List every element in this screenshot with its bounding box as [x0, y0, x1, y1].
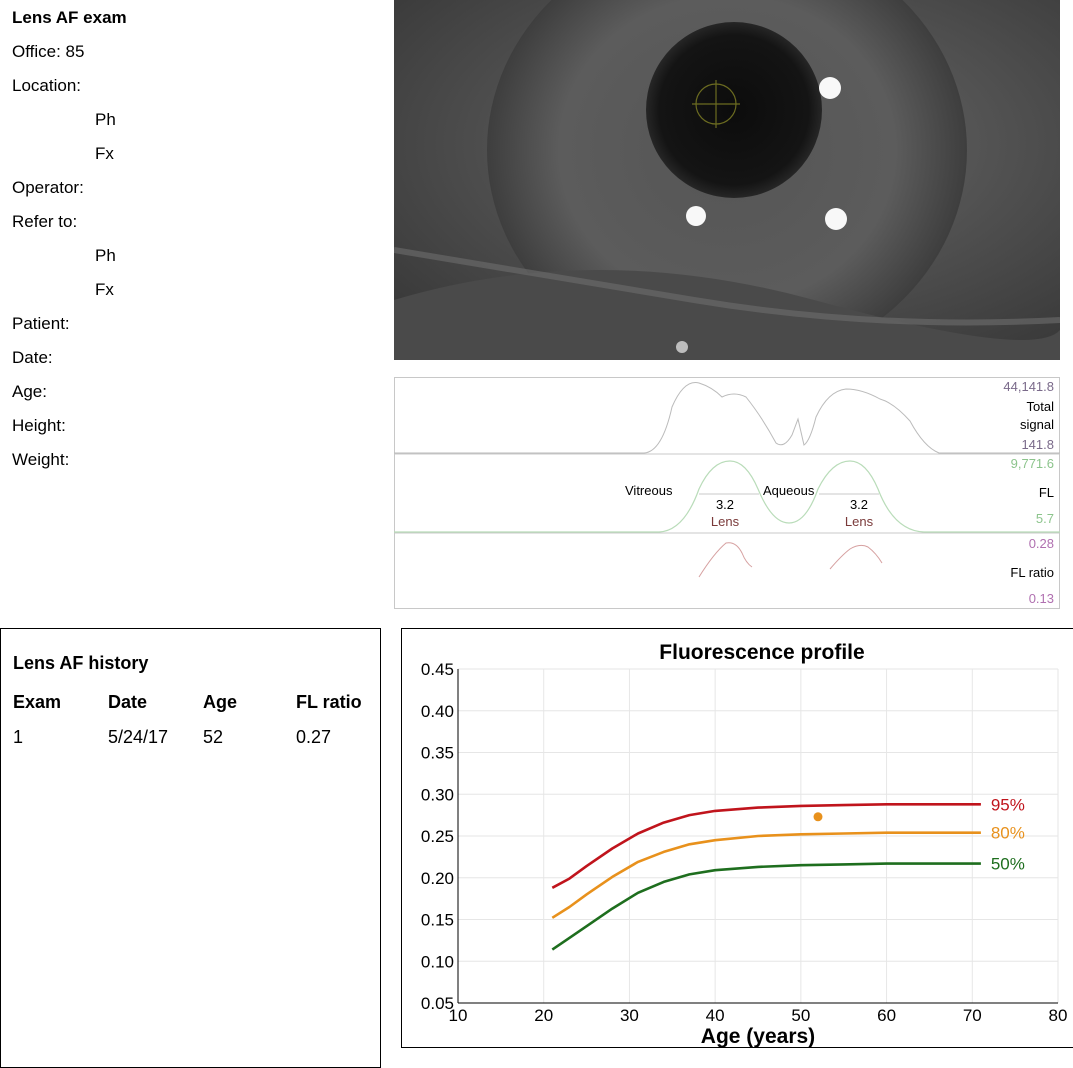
aqueous-label: Aqueous — [763, 483, 815, 498]
y-tick-label: 0.40 — [421, 702, 454, 721]
weight-label: Weight: — [12, 450, 70, 469]
fl-ratio-trace-left — [698, 542, 753, 578]
x-tick-label: 10 — [449, 1006, 468, 1025]
y-tick-label: 0.15 — [421, 911, 454, 930]
total-label-line2: signal — [1020, 417, 1054, 432]
history-cell-fl-ratio: 0.27 — [296, 727, 332, 747]
reflection-spot — [825, 208, 847, 230]
fluorescence-profile-chart: 0.05 0.10 0.15 0.20 0.25 0.30 0.35 0.40 0.45 10 20… — [421, 641, 1068, 1048]
fl-trace — [394, 460, 1060, 533]
series-line-80pct — [551, 831, 981, 919]
x-axis-label: Age (years) — [701, 1025, 815, 1048]
chart-title: Fluorescence profile — [659, 641, 864, 664]
total-signal-trace — [394, 382, 1060, 454]
x-tick-label: 20 — [534, 1006, 553, 1025]
x-tick-label: 40 — [706, 1006, 725, 1025]
series-label-50pct: 50% — [991, 855, 1025, 874]
history-col-age: Age — [203, 692, 238, 712]
x-tick-label: 80 — [1049, 1006, 1068, 1025]
history-col-date: Date — [108, 692, 148, 712]
history-col-exam: Exam — [13, 692, 62, 712]
refer-to-label: Refer to: — [12, 212, 78, 231]
height-label: Height: — [12, 416, 66, 435]
total-label-line1: Total — [1027, 399, 1055, 414]
lens-label-right: Lens — [845, 514, 874, 529]
total-max-value: 44,141.8 — [1003, 379, 1054, 394]
refer-fx-label: Fx — [95, 280, 114, 299]
y-tick-label: 0.10 — [421, 952, 454, 971]
eye-image — [394, 0, 1060, 360]
fluorescence-profile-panel: 0.05 0.10 0.15 0.20 0.25 0.30 0.35 0.40 0.45 10 20… — [401, 628, 1073, 1048]
lens-value-right: 3.2 — [850, 497, 868, 512]
history-cell-age: 52 — [203, 727, 224, 747]
y-tick-label: 0.45 — [421, 660, 454, 679]
history-panel: Lens AF history Exam Date Age FL ratio 1… — [0, 628, 381, 1068]
date-label: Date: — [12, 348, 53, 367]
series-line-95pct — [551, 803, 981, 889]
history-title: Lens AF history — [13, 653, 149, 673]
fl-ratio-trace-right — [829, 544, 883, 570]
exam-data-point — [813, 812, 823, 822]
age-label: Age: — [12, 382, 47, 401]
x-tick-label: 30 — [620, 1006, 639, 1025]
operator-label: Operator: — [12, 178, 84, 197]
reflection-spot — [686, 206, 706, 226]
y-tick-label: 0.35 — [421, 744, 454, 763]
ratio-max-value: 0.28 — [1029, 536, 1054, 551]
y-tick-label: 0.25 — [421, 827, 454, 846]
x-tick-label: 70 — [963, 1006, 982, 1025]
x-tick-label: 60 — [877, 1006, 896, 1025]
reflection-spot — [676, 341, 688, 353]
vitreous-label: Vitreous — [625, 483, 673, 498]
location-ph-label: Ph — [95, 110, 116, 129]
fl-min-value: 5.7 — [1036, 511, 1054, 526]
signal-panel: 44,141.8 Total signal 141.8 9,771.6 FL 5… — [394, 377, 1060, 609]
history-cell-date: 5/24/17 — [108, 727, 169, 747]
x-tick-label: 50 — [791, 1006, 810, 1025]
y-tick-label: 0.20 — [421, 869, 454, 888]
reflection-spot — [819, 77, 841, 99]
y-tick-label: 0.05 — [421, 994, 454, 1013]
lens-label-left: Lens — [711, 514, 740, 529]
history-col-fl-ratio: FL ratio — [296, 692, 362, 712]
total-min-value: 141.8 — [1021, 437, 1054, 452]
series-label-95pct: 95% — [991, 795, 1025, 814]
fl-label: FL — [1039, 485, 1054, 500]
ratio-label: FL ratio — [1010, 565, 1054, 580]
history-cell-exam: 1 — [13, 727, 24, 747]
location-fx-label: Fx — [95, 144, 114, 163]
location-label: Location: — [12, 76, 81, 95]
office-label: Office: 85 — [12, 42, 85, 61]
refer-ph-label: Ph — [95, 246, 116, 265]
ratio-min-value: 0.13 — [1029, 591, 1054, 606]
patient-label: Patient: — [12, 314, 70, 333]
crosshair-icon — [692, 80, 740, 128]
series-label-80pct: 80% — [991, 824, 1025, 843]
series-line-50pct — [551, 862, 981, 951]
y-tick-label: 0.30 — [421, 785, 454, 804]
fl-max-value: 9,771.6 — [1011, 456, 1054, 471]
lens-value-left: 3.2 — [716, 497, 734, 512]
exam-title: Lens AF exam — [12, 8, 127, 27]
